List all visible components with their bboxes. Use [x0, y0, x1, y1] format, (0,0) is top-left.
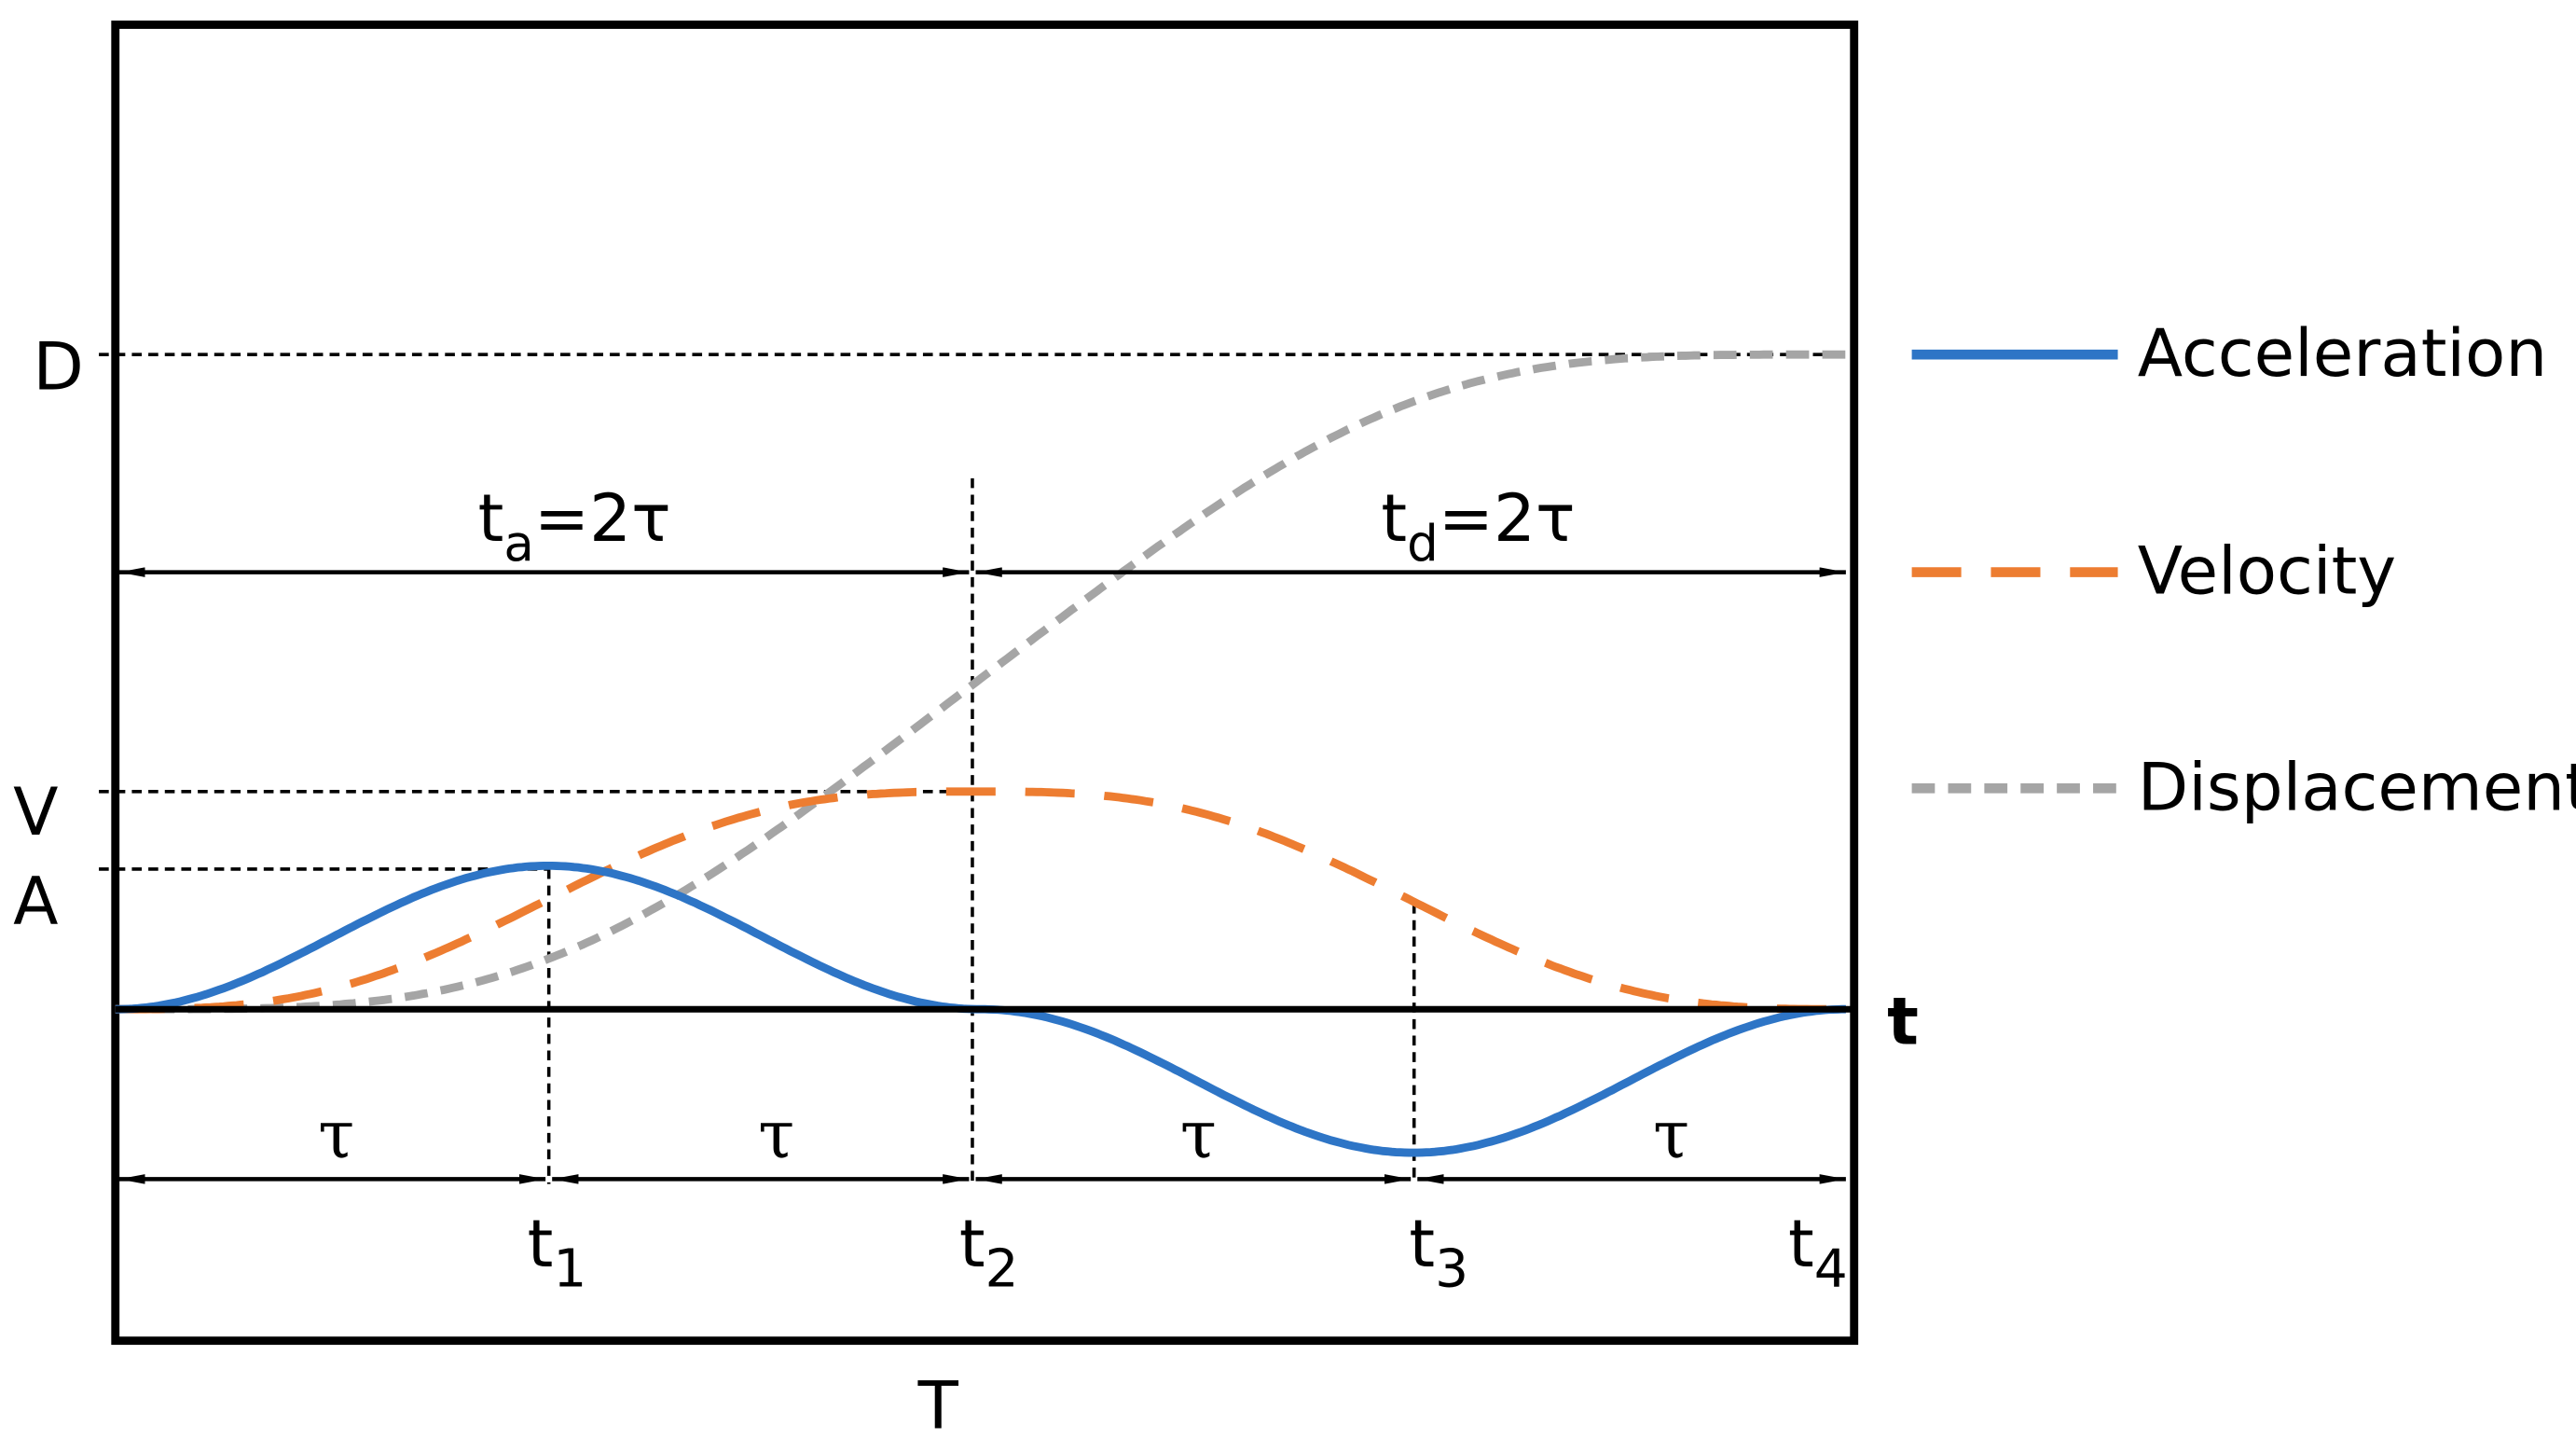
ta-label: ta=2τ — [478, 479, 671, 573]
a-label: A — [13, 862, 58, 939]
time-point-label: t4 — [1788, 1205, 1848, 1299]
frame — [111, 21, 1859, 1346]
legend-label: Displacement — [2138, 748, 2576, 825]
tau-label: τ — [1180, 1096, 1217, 1173]
t-axis-label: t — [1887, 982, 1919, 1059]
legend-label: Velocity — [2138, 532, 2396, 610]
v-label: V — [13, 773, 58, 850]
time-point-label: t3 — [1409, 1205, 1468, 1299]
tau-label: τ — [758, 1096, 794, 1173]
tau-label: τ — [318, 1096, 354, 1173]
displacement-curve — [115, 350, 1846, 1014]
time-point-label: t1 — [528, 1205, 587, 1299]
legend-label: Acceleration — [2138, 314, 2547, 392]
td-label: td=2τ — [1381, 479, 1575, 573]
curves — [115, 350, 1846, 1157]
d-label: D — [33, 327, 83, 405]
tau-label: τ — [1653, 1096, 1689, 1173]
period-label: T — [917, 1366, 959, 1438]
velocity-curve — [115, 787, 1846, 1014]
time-point-label: t2 — [959, 1205, 1019, 1299]
